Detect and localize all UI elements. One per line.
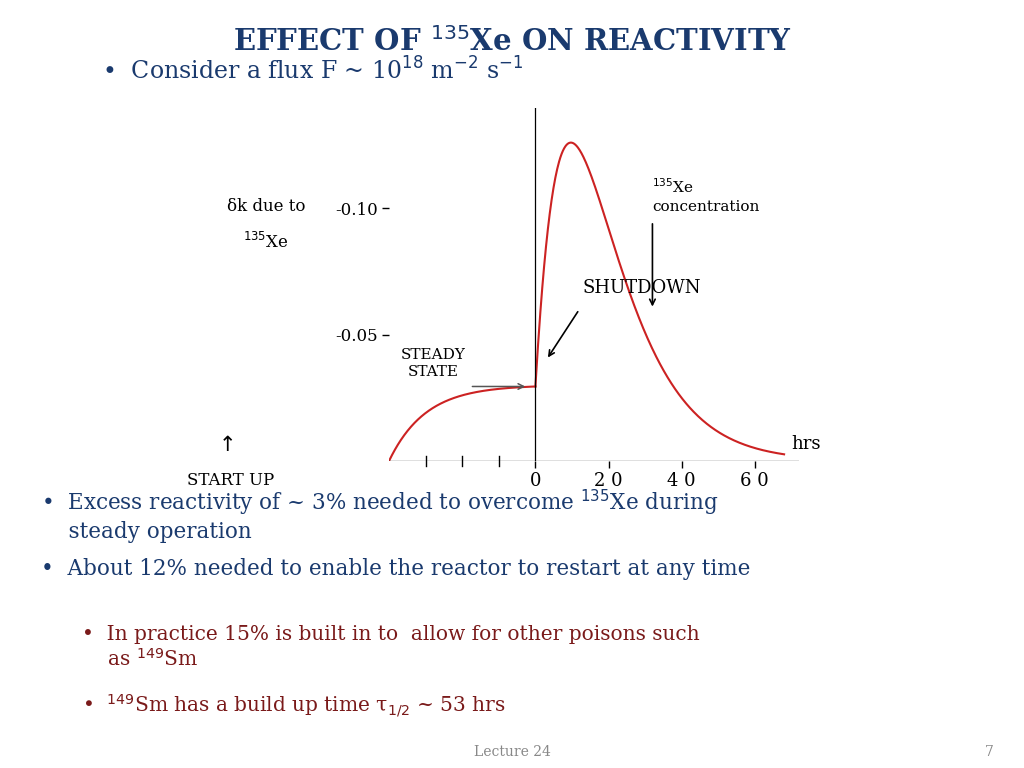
Text: •  Consider a flux F ~ 10$^{18}$ m$^{-2}$ s$^{-1}$: • Consider a flux F ~ 10$^{18}$ m$^{-2}$… [102, 58, 523, 84]
Text: •  In practice 15% is built in to  allow for other poisons such
    as $^{149}$S: • In practice 15% is built in to allow f… [82, 625, 699, 670]
Text: $^{135}$Xe
concentration: $^{135}$Xe concentration [652, 177, 760, 214]
Text: Lecture 24: Lecture 24 [473, 745, 551, 759]
Text: $^{135}$Xe: $^{135}$Xe [244, 232, 289, 252]
Text: ↑: ↑ [218, 435, 237, 455]
Text: hrs: hrs [792, 435, 821, 453]
Text: •  $^{149}$Sm has a build up time τ$_{1/2}$ ~ 53 hrs: • $^{149}$Sm has a build up time τ$_{1/2… [82, 692, 505, 719]
Text: 7: 7 [984, 745, 993, 759]
Text: STEADY
STATE: STEADY STATE [400, 348, 466, 379]
Text: •  Excess reactivity of ~ 3% needed to overcome $^{135}$Xe during
    steady ope: • Excess reactivity of ~ 3% needed to ov… [41, 488, 719, 543]
Text: δk due to: δk due to [227, 198, 305, 215]
Text: EFFECT OF $^{135}$Xe ON REACTIVITY: EFFECT OF $^{135}$Xe ON REACTIVITY [232, 27, 792, 57]
Text: •  About 12% needed to enable the reactor to restart at any time: • About 12% needed to enable the reactor… [41, 558, 751, 581]
Text: SHUTDOWN: SHUTDOWN [583, 279, 701, 296]
Text: START UP: START UP [186, 472, 274, 489]
